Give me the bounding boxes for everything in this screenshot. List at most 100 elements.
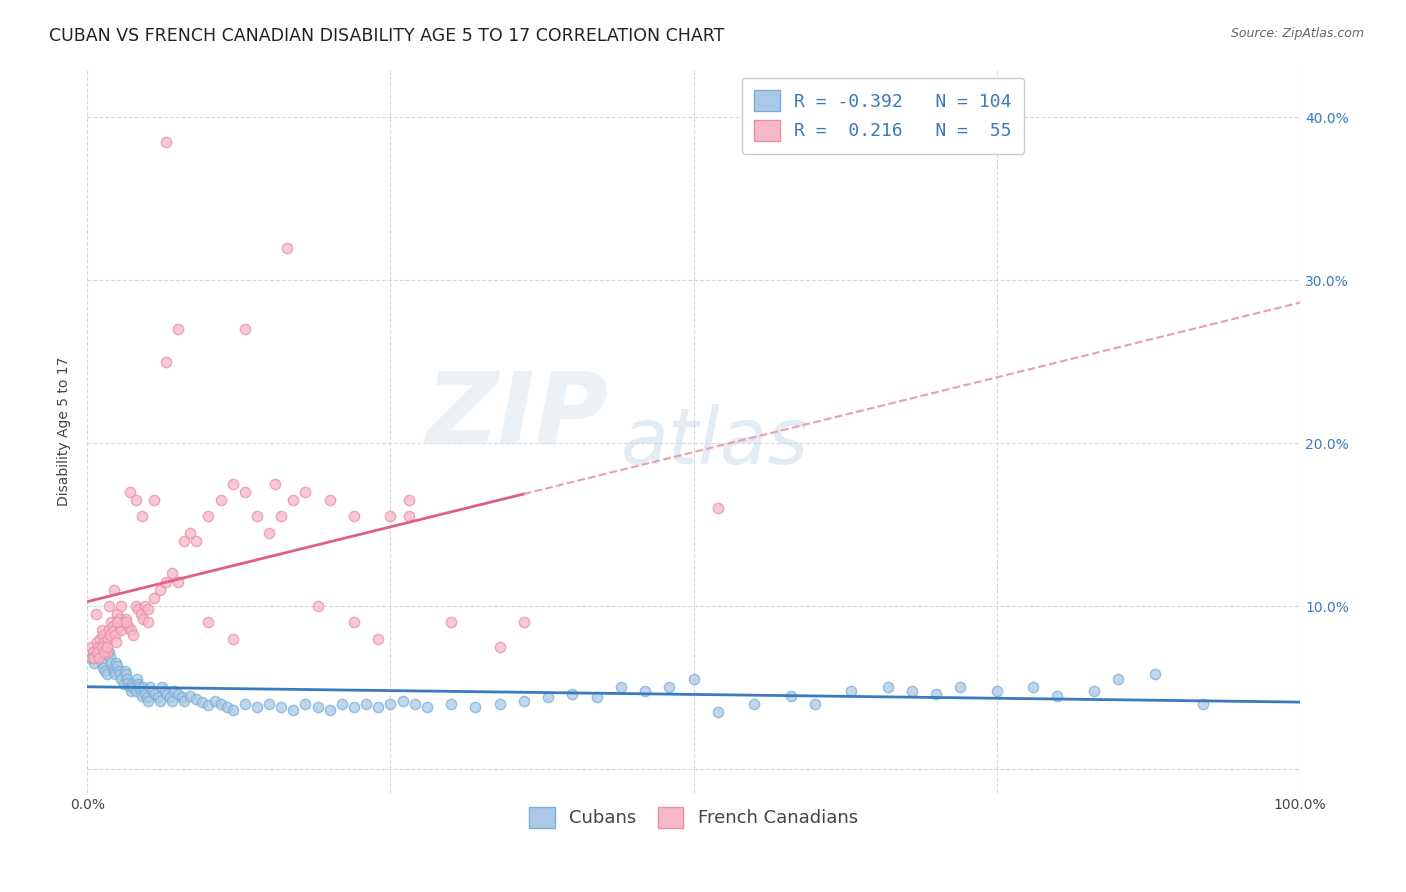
Point [155, 355, 177, 369]
Point [129, 607, 152, 622]
Point [122, 681, 145, 695]
Point [142, 683, 165, 698]
Point [89, 632, 111, 646]
Point [110, 624, 132, 638]
Point [464, 700, 486, 714]
Point [98, 645, 121, 659]
Point [104, 667, 127, 681]
Point [112, 615, 135, 630]
Point [101, 661, 124, 675]
Point [186, 533, 208, 548]
Point [115, 615, 138, 630]
Point [222, 703, 245, 717]
Point [91, 661, 114, 675]
Point [110, 673, 132, 687]
Point [129, 683, 152, 698]
Point [191, 695, 214, 709]
Point [367, 632, 389, 646]
Point [209, 697, 232, 711]
Point [84, 607, 107, 622]
Point [270, 700, 292, 714]
Point [124, 493, 146, 508]
Point [488, 697, 510, 711]
Point [561, 687, 583, 701]
Point [136, 693, 159, 707]
Point [101, 618, 124, 632]
Point [233, 322, 256, 336]
Point [90, 640, 112, 654]
Point [160, 693, 183, 707]
Point [89, 645, 111, 659]
Point [222, 476, 245, 491]
Point [416, 700, 439, 714]
Point [115, 612, 138, 626]
Point [80, 651, 103, 665]
Point [98, 599, 121, 613]
Point [367, 700, 389, 714]
Text: ZIP: ZIP [426, 368, 609, 465]
Point [120, 624, 142, 638]
Point [93, 635, 115, 649]
Point [276, 241, 298, 255]
Point [117, 675, 139, 690]
Point [197, 698, 219, 713]
Point [804, 697, 827, 711]
Point [513, 615, 536, 630]
Point [93, 645, 115, 659]
Point [103, 664, 125, 678]
Point [197, 615, 219, 630]
Point [380, 697, 402, 711]
Point [82, 645, 104, 659]
Point [94, 664, 117, 678]
Point [96, 645, 118, 659]
Point [83, 651, 105, 665]
Point [117, 618, 139, 632]
Point [156, 687, 179, 701]
Point [585, 690, 607, 705]
Point [80, 640, 103, 654]
Point [179, 689, 201, 703]
Point [94, 640, 117, 654]
Point [159, 690, 181, 705]
Point [96, 640, 118, 654]
Point [103, 582, 125, 597]
Point [118, 681, 141, 695]
Point [134, 687, 156, 701]
Point [307, 700, 329, 714]
Point [270, 509, 292, 524]
Point [658, 681, 681, 695]
Point [89, 651, 111, 665]
Point [118, 485, 141, 500]
Point [398, 493, 420, 508]
Point [1046, 689, 1069, 703]
Point [107, 615, 129, 630]
Point [149, 693, 172, 707]
Point [103, 624, 125, 638]
Point [89, 651, 111, 665]
Point [319, 493, 342, 508]
Point [100, 656, 122, 670]
Point [294, 485, 316, 500]
Point [155, 574, 177, 589]
Point [82, 651, 104, 665]
Point [246, 509, 269, 524]
Point [222, 632, 245, 646]
Point [107, 612, 129, 626]
Point [97, 632, 120, 646]
Point [134, 683, 156, 698]
Point [610, 681, 633, 695]
Point [634, 683, 657, 698]
Point [1083, 683, 1105, 698]
Text: Source: ZipAtlas.com: Source: ZipAtlas.com [1230, 27, 1364, 40]
Point [1143, 667, 1166, 681]
Point [163, 683, 186, 698]
Point [124, 683, 146, 698]
Legend: Cubans, French Canadians: Cubans, French Canadians [522, 800, 865, 835]
Point [343, 615, 366, 630]
Point [343, 509, 366, 524]
Point [391, 693, 413, 707]
Point [107, 659, 129, 673]
Point [330, 697, 353, 711]
Point [98, 649, 121, 664]
Text: atlas: atlas [621, 404, 808, 480]
